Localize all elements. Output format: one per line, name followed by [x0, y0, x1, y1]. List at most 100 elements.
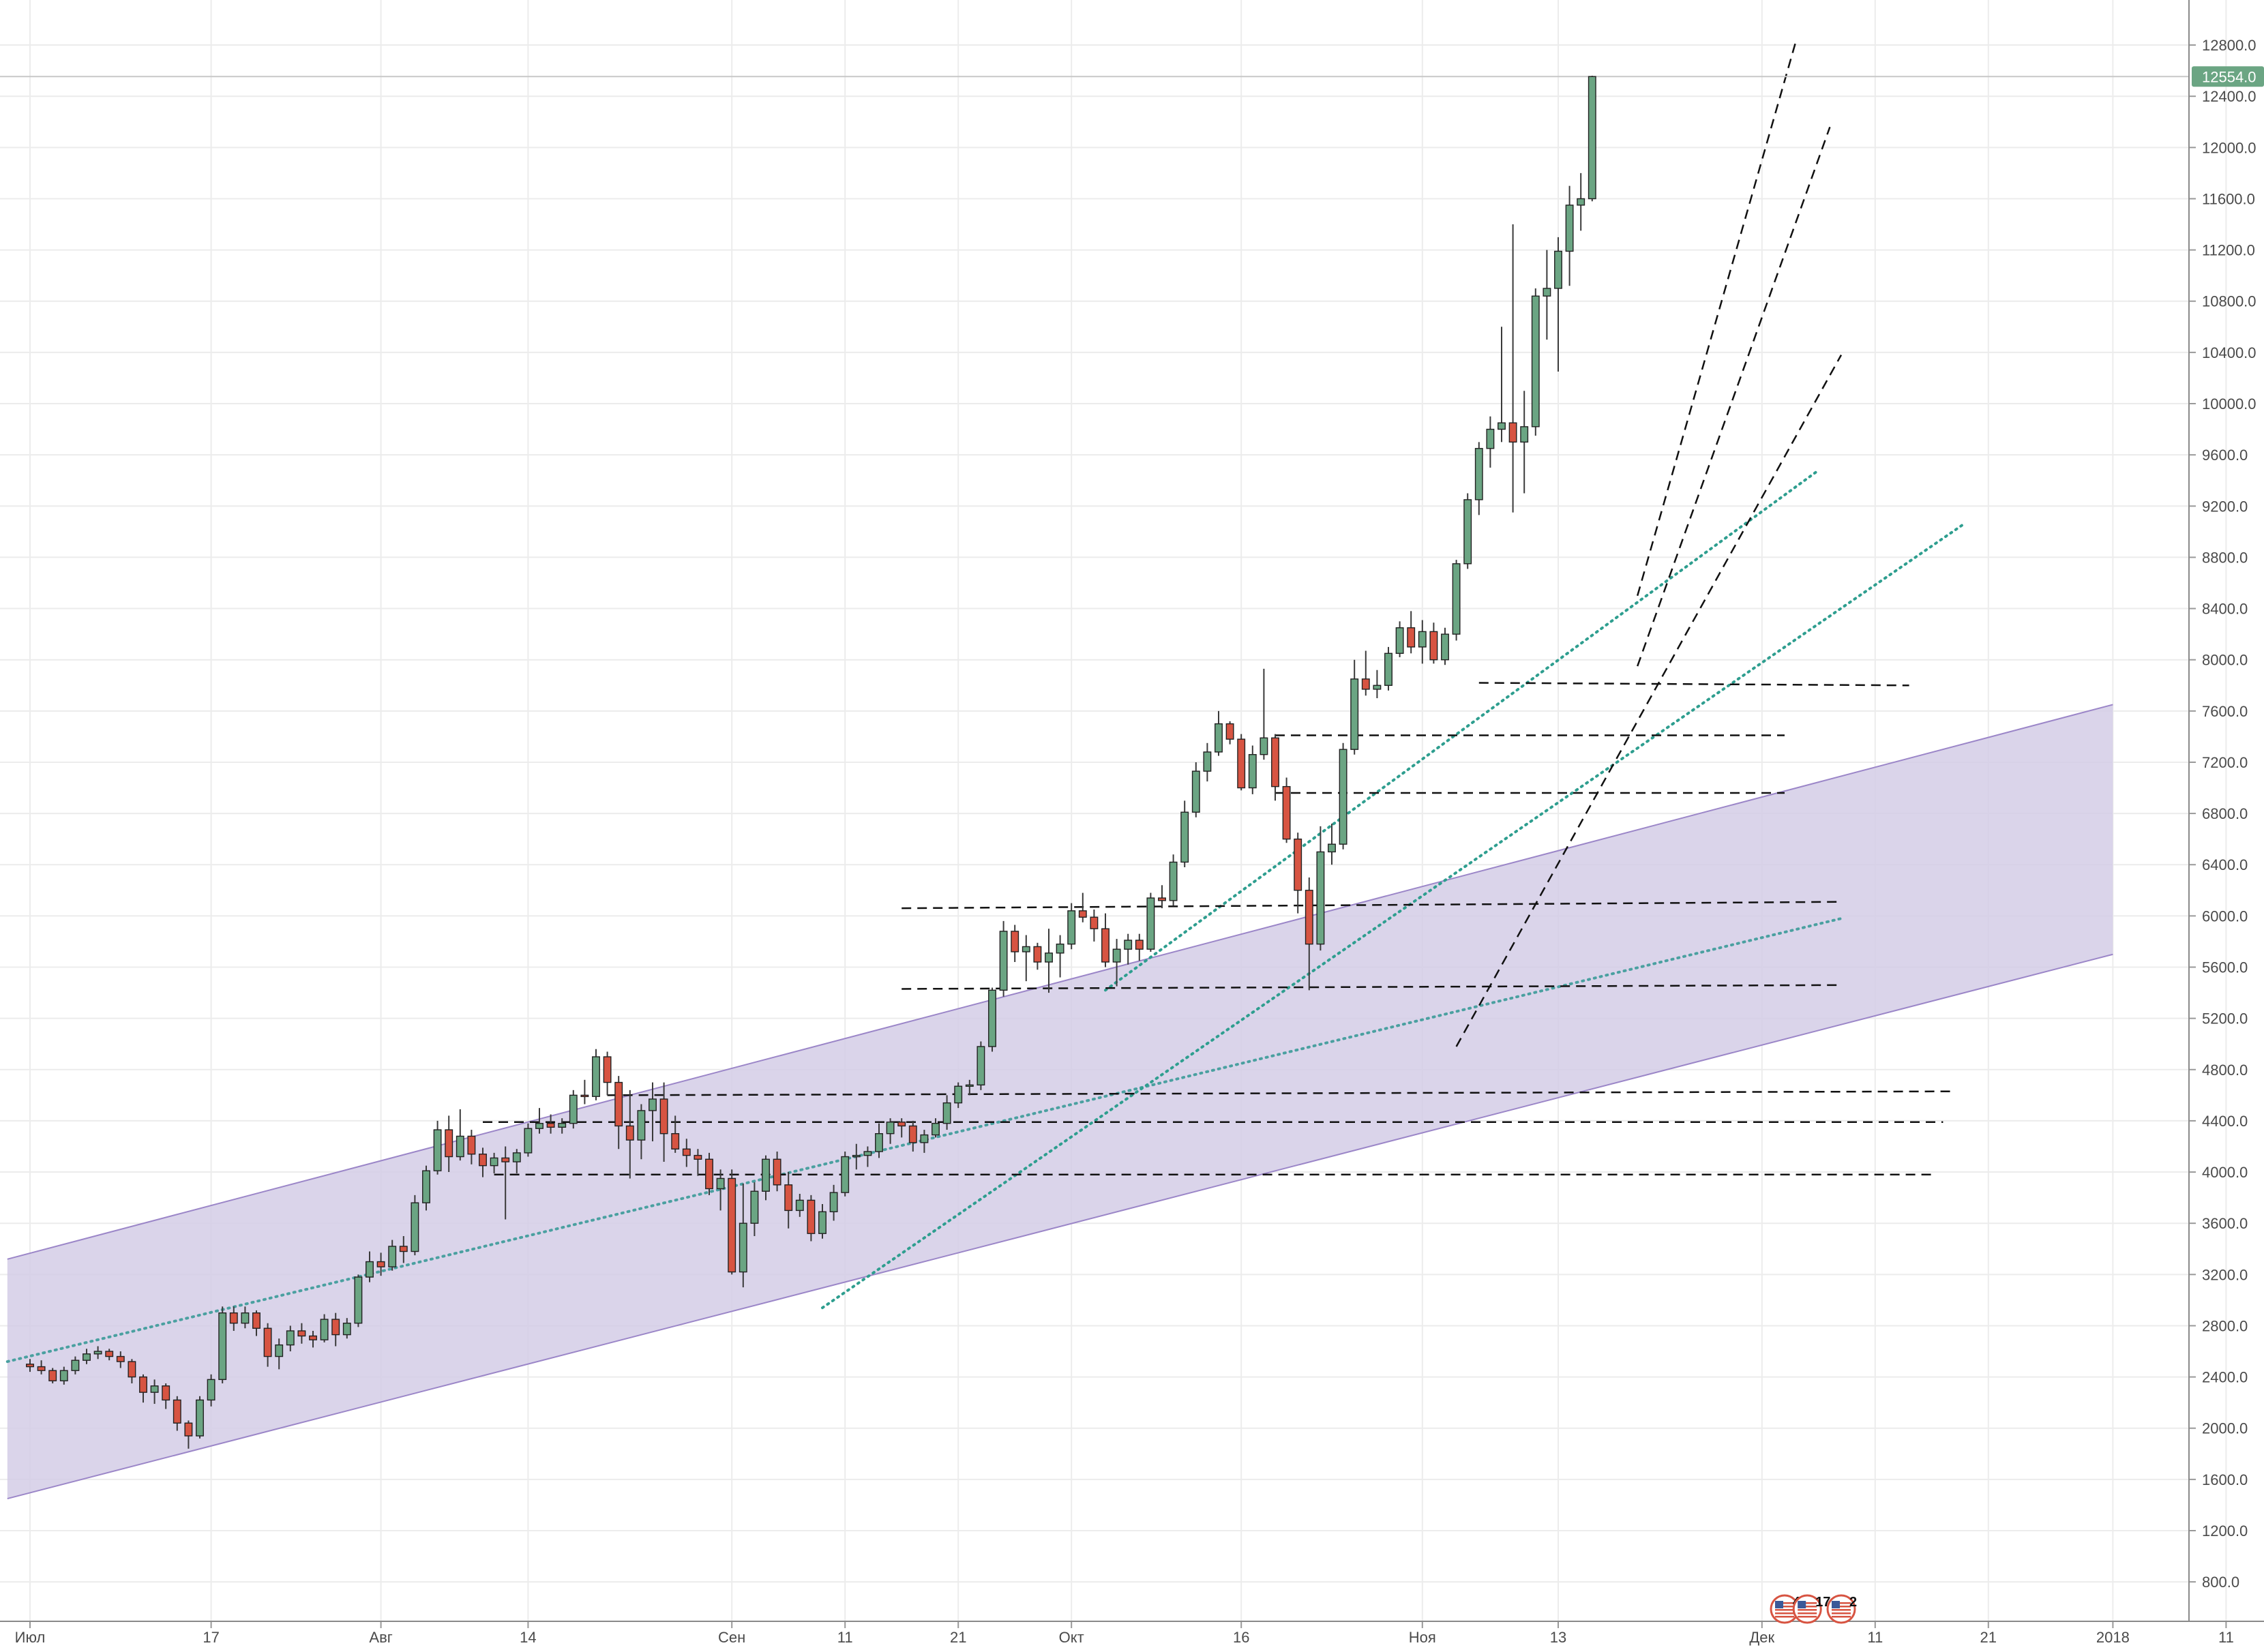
last-price-label: 12554.0: [2202, 68, 2256, 85]
candle-down: [139, 1376, 147, 1393]
candle-up: [1486, 428, 1495, 449]
candle-up: [1056, 943, 1064, 954]
trend-lines: [0, 41, 2189, 1364]
candle-down: [1508, 422, 1517, 443]
y-axis-tick-label: 4000.0: [2202, 1164, 2248, 1181]
candle-down: [1429, 631, 1438, 661]
flag-stripe: [1798, 1616, 1817, 1618]
candle-up: [592, 1056, 600, 1097]
candle-up: [1339, 749, 1347, 845]
x-axis-tick-label: Окт: [1059, 1629, 1084, 1646]
candle-up: [1112, 948, 1121, 963]
x-axis-tick-label: Авг: [369, 1629, 392, 1646]
dashed-line: [1478, 682, 1909, 687]
candle-down: [467, 1135, 476, 1155]
candle-up: [1474, 448, 1483, 500]
x-axis-tick-label: 2018: [2096, 1629, 2130, 1646]
flag-stripe: [1775, 1606, 1794, 1608]
candle-up: [1316, 851, 1325, 945]
candle-down: [1078, 910, 1087, 918]
candle-up: [1124, 940, 1133, 950]
candle-up: [1543, 288, 1551, 297]
candle-up: [841, 1156, 850, 1193]
candle-up: [1248, 753, 1257, 789]
candle-down: [331, 1319, 340, 1336]
candle-down: [479, 1154, 487, 1167]
x-axis-tick-label: 16: [1233, 1629, 1249, 1646]
flag-canton: [1832, 1601, 1840, 1608]
candle-up: [1203, 751, 1212, 772]
y-axis-tick-label: 3600.0: [2202, 1215, 2248, 1232]
candle-down: [229, 1312, 238, 1324]
candle-down: [682, 1148, 691, 1156]
candle-down: [1407, 627, 1416, 648]
candle-up: [150, 1385, 159, 1393]
x-axis-tick-label: 11: [2218, 1629, 2234, 1646]
y-axis-tick-label: 5600.0: [2202, 959, 2248, 976]
candle-up: [388, 1246, 397, 1267]
candle-down: [580, 1094, 589, 1098]
candle-down: [671, 1132, 680, 1150]
y-axis-tick-label: 3200.0: [2202, 1266, 2248, 1283]
candle-down: [1271, 737, 1279, 787]
dashed-line: [607, 1090, 1955, 1096]
y-axis-tick-label: 2000.0: [2202, 1420, 2248, 1437]
candle-down: [1225, 723, 1234, 740]
candle-up: [1350, 678, 1359, 750]
candle-down: [1305, 890, 1313, 945]
y-axis-tick-label: 9200.0: [2202, 498, 2248, 515]
candle-up: [59, 1370, 68, 1381]
candle-down: [1237, 738, 1246, 789]
price-channel: [7, 704, 2113, 1500]
candle-down: [897, 1122, 906, 1127]
candle-down: [116, 1355, 125, 1362]
y-axis-tick-label: 11600.0: [2202, 190, 2255, 207]
candle-up: [342, 1323, 351, 1336]
candle-down: [376, 1261, 385, 1267]
x-axis-tick-label: 14: [520, 1629, 536, 1646]
y-axis-tick-label: 10000.0: [2202, 395, 2256, 412]
candle-up: [1373, 685, 1382, 690]
candle-up: [1531, 295, 1540, 427]
x-axis-tick-label: 13: [1550, 1629, 1566, 1646]
candles: [26, 76, 1596, 1449]
x-axis-tick-label: 11: [1867, 1629, 1883, 1646]
candle-up: [1180, 811, 1189, 863]
candle-down: [546, 1122, 555, 1128]
candle-up: [795, 1199, 804, 1212]
candle-down: [128, 1361, 136, 1378]
candle-down: [1101, 928, 1109, 963]
candle-down: [1011, 931, 1019, 952]
candle-up: [1577, 198, 1585, 206]
candle-up: [1328, 843, 1336, 853]
candle-up: [977, 1046, 985, 1086]
flag-stripe: [1775, 1612, 1794, 1615]
candle-down: [694, 1154, 702, 1160]
candle-up: [286, 1330, 295, 1346]
last-price-tag: [2192, 66, 2264, 87]
candle-down: [297, 1330, 306, 1337]
y-axis-tick-label: 12800.0: [2202, 37, 2256, 54]
flag-stripe: [1832, 1606, 1851, 1608]
candle-up: [569, 1094, 578, 1124]
candle-up: [1554, 250, 1562, 289]
candle-up: [988, 989, 996, 1047]
candle-up: [1565, 205, 1574, 252]
candle-up: [456, 1135, 464, 1158]
candle-down: [1294, 838, 1302, 891]
candle-down: [1033, 946, 1042, 963]
candle-up: [490, 1157, 498, 1167]
y-axis-tick-label: 1200.0: [2202, 1522, 2248, 1540]
y-axis-tick-label: 6000.0: [2202, 907, 2248, 925]
candle-up: [433, 1129, 442, 1171]
candle-up: [1418, 631, 1427, 648]
channel-fill: [7, 704, 2113, 1499]
candle-up: [1146, 897, 1155, 950]
flag-stripe: [1775, 1616, 1794, 1618]
candle-up: [818, 1211, 826, 1234]
candle-down: [37, 1366, 46, 1371]
candle-down: [705, 1158, 713, 1190]
candle-up: [366, 1261, 374, 1278]
